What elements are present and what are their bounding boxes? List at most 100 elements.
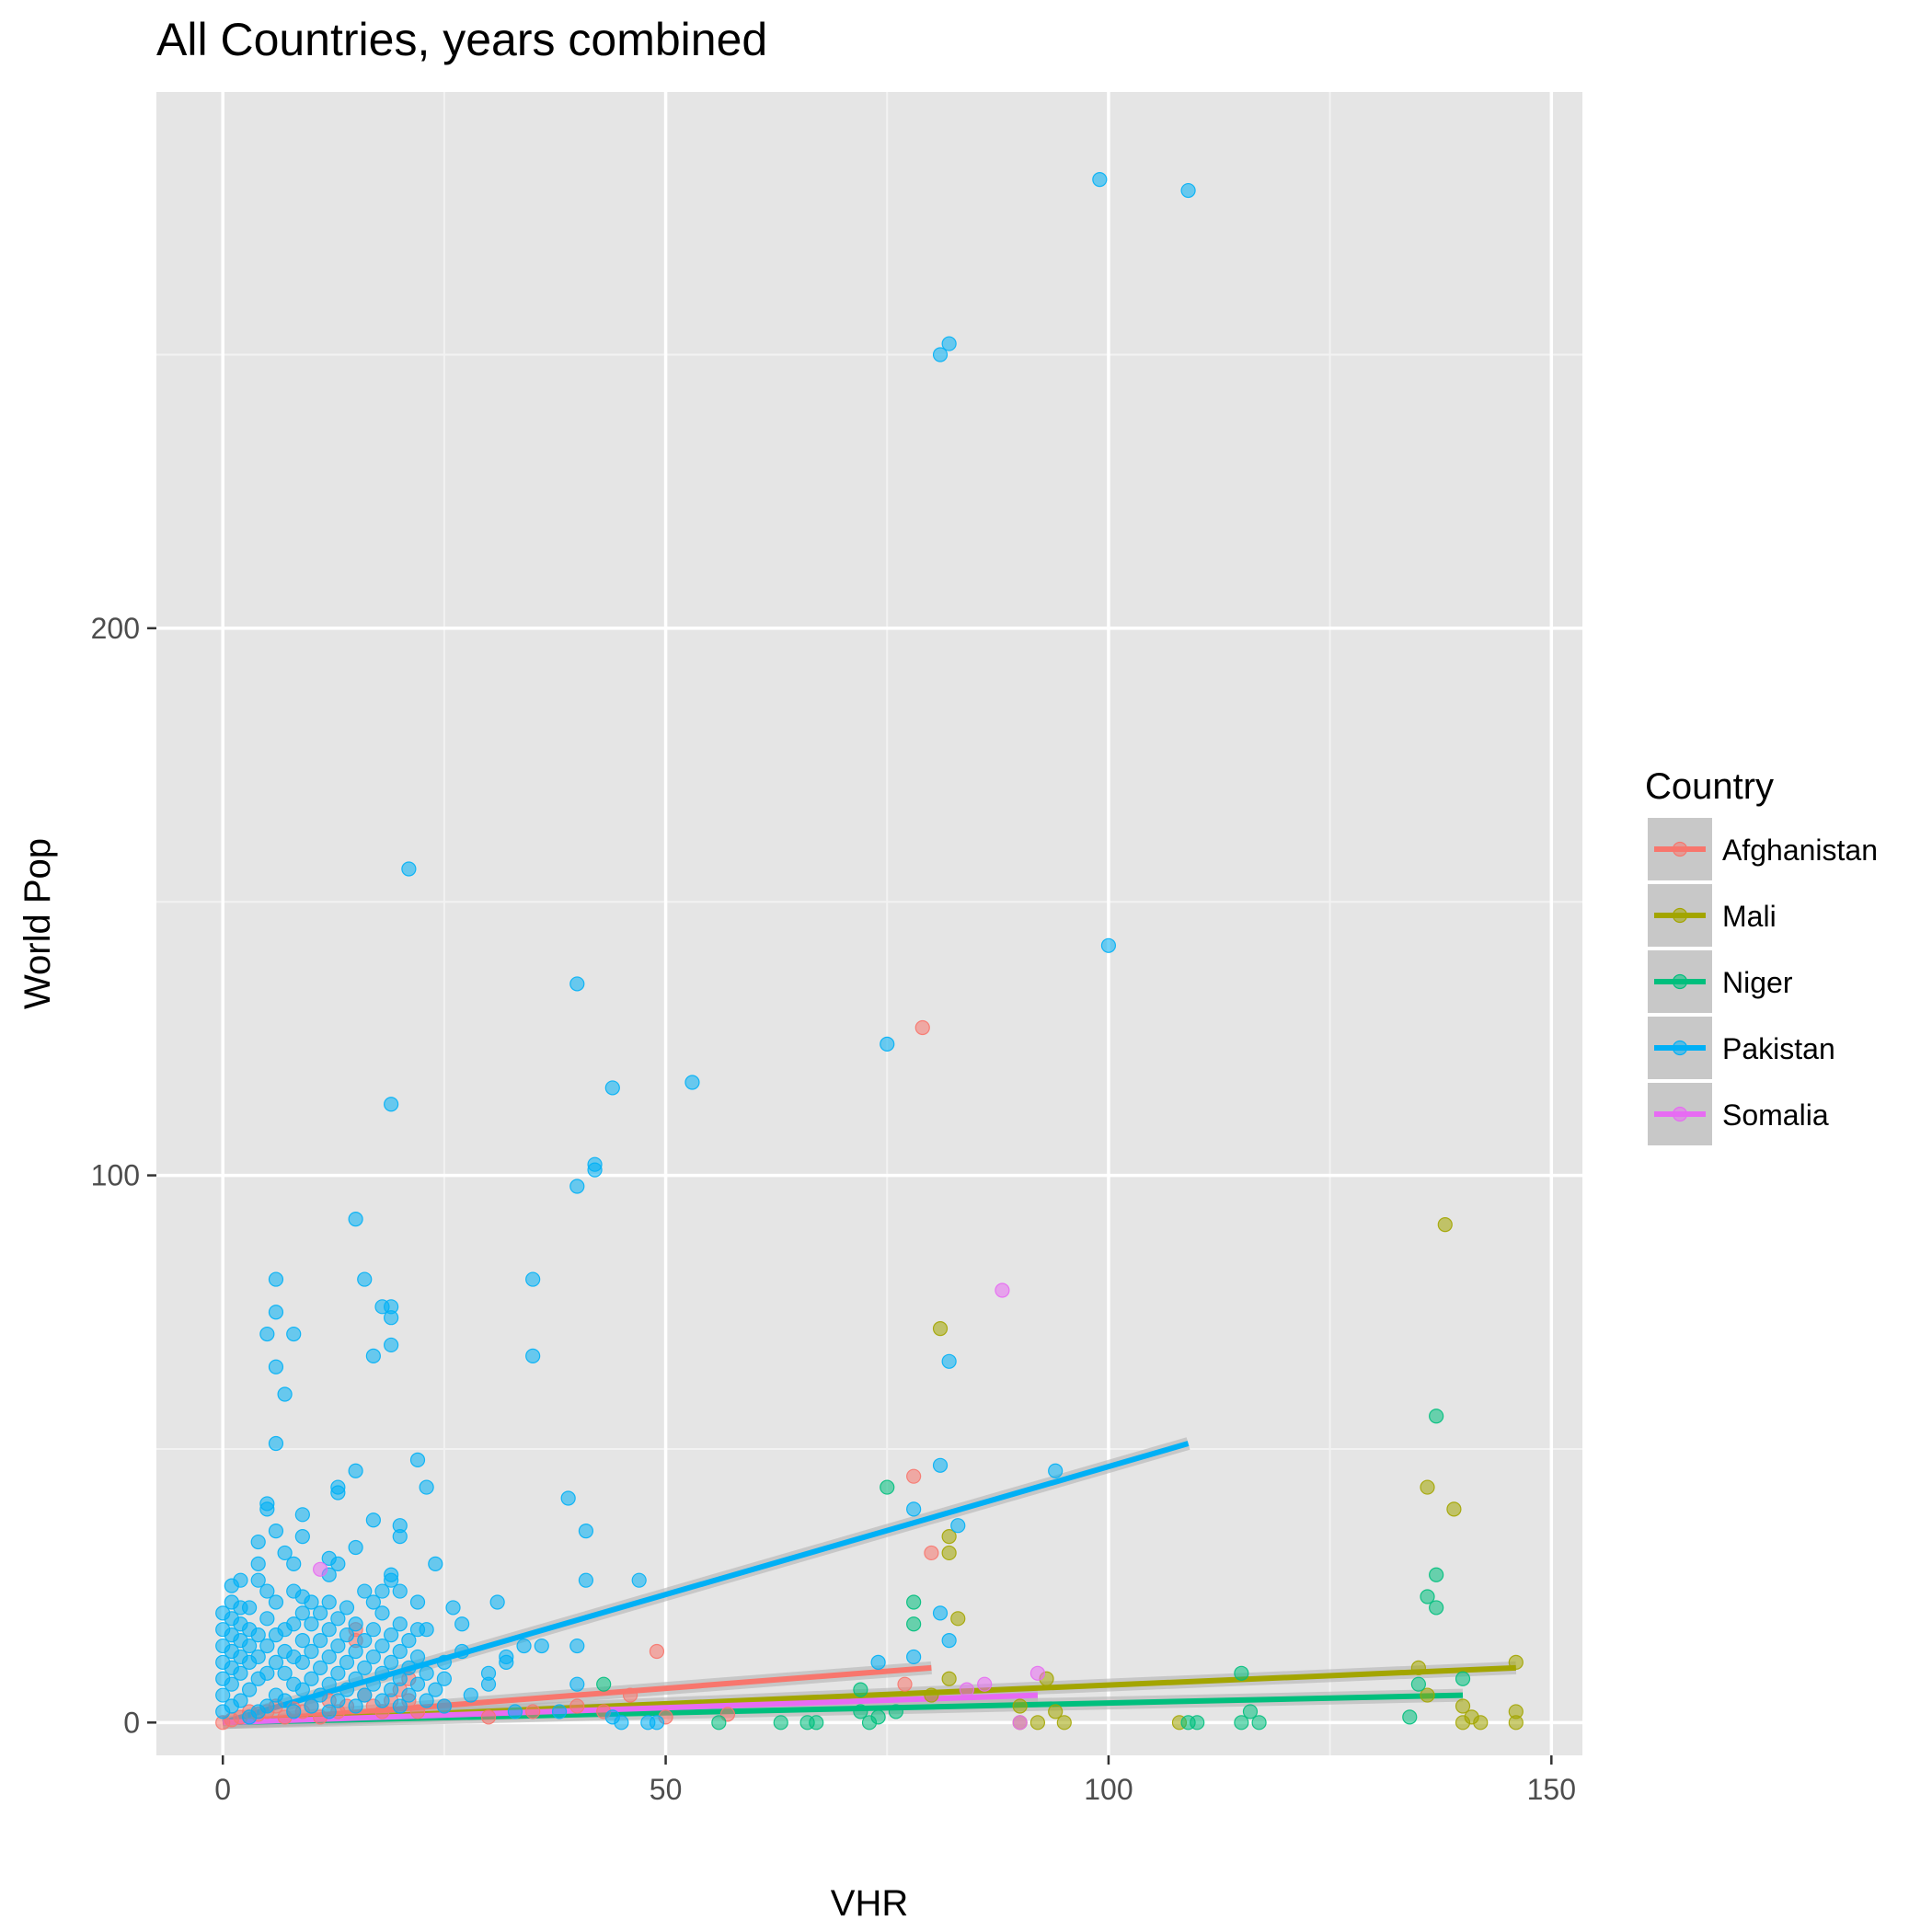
legend-item-pakistan: Pakistan [1646,1015,1835,1081]
data-point [622,1687,638,1703]
data-point [1251,1715,1267,1731]
data-point [1446,1501,1462,1517]
data-point [569,1179,585,1194]
data-point [233,1572,248,1588]
data-point [357,1660,373,1675]
data-point [409,1704,426,1719]
data-point [551,1704,568,1719]
data-point [1437,1217,1453,1233]
x-axis: 0 50 100 150 [214,1755,1576,1806]
y-axis-title: World Pop [17,838,58,1009]
data-point [250,1627,266,1643]
data-point [1190,1715,1205,1731]
data-point [241,1638,258,1654]
data-point [454,1643,470,1660]
data-point [1242,1704,1259,1719]
data-point [392,1643,408,1660]
data-point [560,1490,576,1506]
data-point [1420,1589,1435,1604]
legend-label: Niger [1722,966,1793,999]
data-point [401,1660,417,1675]
data-point [277,1693,293,1708]
data-point [1012,1715,1028,1731]
data-point [809,1715,824,1731]
data-point [569,976,585,992]
data-point [401,1633,417,1649]
data-point [313,1660,328,1675]
data-point [1029,1715,1046,1731]
data-point [250,1649,266,1665]
data-point [250,1556,266,1571]
data-point [384,1097,399,1112]
data-point [259,1496,275,1512]
data-point [1420,1479,1435,1495]
data-points [215,172,1524,1731]
data-point [1056,1715,1072,1731]
data-point [304,1698,319,1714]
data-point [215,1687,231,1703]
data-point [313,1687,328,1703]
data-point [1048,1463,1064,1478]
data-point [941,1671,957,1686]
legend-key-point [1672,907,1688,924]
data-point [480,1709,497,1725]
chart-title: All Countries, years combined [156,14,767,65]
data-point [587,1156,603,1172]
data-point [392,1616,408,1632]
data-point [294,1605,310,1621]
data-point [1100,937,1117,953]
data-point [631,1572,647,1588]
data-point [950,1518,966,1534]
data-point [330,1693,346,1708]
data-point [268,1271,284,1287]
legend-item-mali: Mali [1646,882,1777,949]
data-point [294,1529,310,1545]
data-point [906,1616,922,1632]
data-point [374,1605,390,1621]
data-point [1234,1715,1249,1731]
data-point [941,1353,957,1369]
legend-label: Afghanistan [1722,834,1878,867]
data-point [233,1665,248,1681]
data-point [914,1019,930,1036]
data-point [330,1665,346,1681]
data-point [1410,1676,1426,1692]
data-point [428,1556,443,1571]
data-point [313,1605,328,1621]
data-point [569,1638,585,1654]
data-point [419,1665,434,1681]
data-point [357,1583,373,1599]
data-point [569,1698,585,1714]
data-point [374,1693,390,1708]
data-point [321,1594,337,1610]
data-point [711,1715,727,1731]
data-point [941,1529,957,1545]
data-point [941,1633,957,1649]
data-point [932,1457,949,1473]
data-point [339,1627,355,1643]
data-point [463,1687,478,1703]
data-point [604,1080,620,1096]
data-point [384,1337,399,1353]
data-point [365,1649,381,1665]
legend-item-afghanistan: Afghanistan [1646,816,1878,882]
data-point [419,1479,434,1495]
data-point [321,1622,337,1638]
data-point [1508,1654,1524,1670]
data-point [374,1583,390,1599]
data-point [277,1545,293,1561]
data-point [384,1654,399,1670]
data-point [348,1671,363,1686]
data-point [941,336,957,351]
data-point [392,1583,408,1599]
data-point [304,1671,319,1686]
data-point [348,1616,363,1632]
data-point [348,1463,363,1478]
data-point [419,1622,434,1638]
legend-key-point [1672,841,1688,857]
data-point [569,1676,585,1692]
data-point [294,1682,310,1697]
data-point [241,1600,258,1616]
